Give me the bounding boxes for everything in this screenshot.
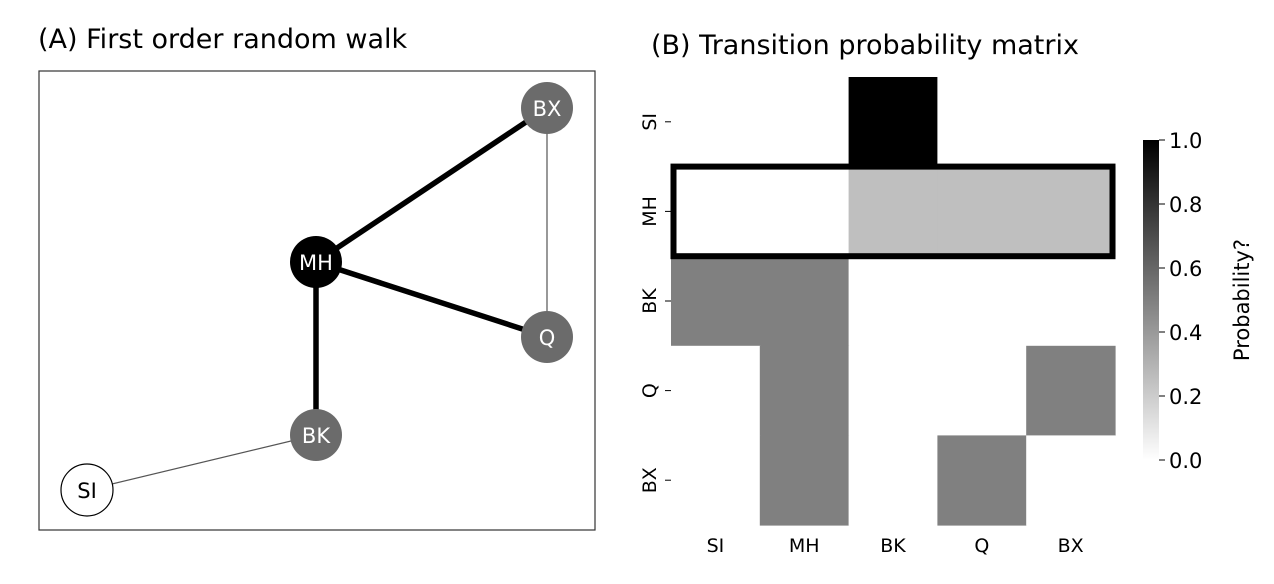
- node-bx: BX: [521, 82, 573, 134]
- node-circle: [60, 463, 114, 517]
- cell-mh-q: [937, 166, 1027, 257]
- cell-bx-bk: [848, 435, 938, 526]
- cell-bx-mh: [759, 435, 850, 526]
- colorbar-tick-label: 0.8: [1169, 193, 1202, 217]
- y-tick-label: MH: [639, 196, 661, 227]
- cell-q-mh: [759, 345, 850, 436]
- cell-q-si: [671, 345, 761, 436]
- x-tick-label: Q: [974, 535, 989, 557]
- y-tick-label: BK: [639, 288, 661, 314]
- heatmap: SI MH BK Q BX SI MH BK Q BX: [639, 77, 1116, 557]
- y-tick-label: Q: [639, 383, 661, 398]
- node-circle: [290, 236, 342, 288]
- node-circle: [521, 311, 573, 363]
- network-nodes: BX MH Q BK SI: [60, 82, 573, 517]
- network-edges: [86, 105, 549, 491]
- network-frame: [38, 70, 596, 531]
- cell-bk-mh: [759, 256, 850, 347]
- cell-bx-bx: [1026, 435, 1116, 526]
- y-tick-label: BX: [639, 467, 661, 493]
- node-label: Q: [539, 326, 556, 350]
- x-tick-label: BK: [880, 535, 906, 557]
- cell-si-bx: [1026, 77, 1116, 168]
- colorbar-gradient: [1143, 140, 1159, 460]
- node-mh: MH: [290, 236, 342, 288]
- edge-mh-q: [315, 259, 548, 340]
- cell-mh-bx: [1026, 166, 1116, 257]
- panel-b-title: (B) Transition probability matrix: [651, 30, 1079, 61]
- x-tick-label: BX: [1058, 535, 1084, 557]
- cell-mh-mh: [759, 166, 850, 257]
- cell-si-bk: [848, 77, 938, 168]
- cell-bx-q: [937, 435, 1027, 526]
- colorbar-tick-label: 0.6: [1169, 257, 1202, 281]
- x-tick-label: SI: [707, 535, 725, 557]
- cell-si-si: [671, 77, 761, 168]
- cell-si-q: [937, 77, 1027, 168]
- cell-q-bk: [848, 345, 938, 436]
- highlight-row-box: [670, 163, 1116, 260]
- colorbar-tick-label: 0.0: [1169, 449, 1202, 473]
- colorbar-tick-label: 1.0: [1169, 129, 1202, 153]
- node-bk: BK: [290, 409, 342, 461]
- cell-bx-si: [671, 435, 761, 526]
- cell-bk-bx: [1026, 256, 1116, 347]
- colorbar-label: Probability?: [1230, 239, 1254, 361]
- node-circle: [290, 409, 342, 461]
- cell-q-q: [937, 345, 1027, 436]
- cell-si-mh: [759, 77, 850, 168]
- panel-a-title: (A) First order random walk: [38, 24, 408, 55]
- cell-mh-bk: [848, 166, 938, 257]
- cell-bk-q: [937, 256, 1027, 347]
- node-si: SI: [60, 463, 114, 517]
- x-tick-label: MH: [789, 535, 820, 557]
- colorbar-tick-label: 0.4: [1169, 321, 1202, 345]
- node-label: MH: [299, 251, 333, 275]
- colorbar-tick-label: 0.2: [1169, 385, 1202, 409]
- colorbar: 0.0 0.2 0.4 0.6 0.8 1.0 Probability?: [1143, 129, 1254, 473]
- node-label: BK: [302, 424, 331, 448]
- node-label: BX: [533, 97, 562, 121]
- cell-mh-si: [671, 166, 761, 257]
- edge-bk-si: [86, 434, 317, 491]
- y-tick-label: SI: [639, 113, 661, 131]
- cell-q-bx: [1026, 345, 1116, 436]
- node-label: SI: [77, 479, 97, 503]
- edge-mh-bx: [314, 105, 549, 265]
- node-circle: [521, 82, 573, 134]
- node-q: Q: [521, 311, 573, 363]
- cell-bk-si: [671, 256, 761, 347]
- cell-bk-bk: [848, 256, 938, 347]
